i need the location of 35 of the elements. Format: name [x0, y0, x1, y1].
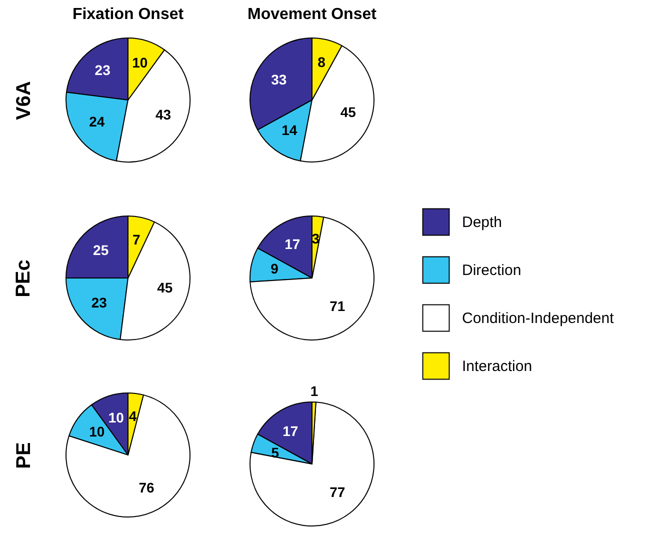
data-label: 76: [138, 480, 155, 496]
data-label: 33: [271, 71, 287, 88]
data-label: 77: [330, 484, 346, 500]
pie-slice: [250, 216, 374, 340]
data-label: 24: [89, 114, 105, 130]
data-label: 45: [340, 104, 356, 120]
text: PEc: [12, 259, 36, 297]
pie-slice: [250, 402, 374, 526]
data-label: 14: [282, 122, 298, 138]
data-label: 10: [132, 54, 148, 70]
data-label: 10: [89, 423, 105, 440]
data-label: 43: [155, 106, 172, 122]
data-label: 3: [312, 230, 320, 247]
data-label: 23: [91, 294, 108, 310]
pie-slice: [66, 394, 190, 518]
data-label: 9: [270, 260, 279, 277]
data-label: 23: [94, 62, 111, 78]
legend-label: Condition-Independent: [462, 310, 615, 327]
legend-label: Direction: [462, 262, 522, 279]
legend-label: Depth: [462, 214, 502, 231]
legend-label: Interaction: [462, 358, 532, 375]
chart-title: Fixation Onset: [71, 6, 185, 24]
data-label: 17: [284, 236, 300, 252]
data-label: 8: [318, 54, 326, 70]
data-label: 17: [282, 423, 298, 440]
data-label: 1: [310, 383, 318, 400]
data-label: 10: [108, 409, 124, 426]
data-label: 45: [157, 280, 173, 296]
data-label: 25: [93, 242, 109, 258]
text: V6A: [12, 80, 36, 120]
data-label: 71: [330, 298, 346, 314]
data-label: 7: [132, 231, 140, 248]
text: PE: [12, 442, 36, 468]
data-label: 4: [128, 408, 137, 424]
chart-title: Movement Onset: [246, 6, 378, 24]
